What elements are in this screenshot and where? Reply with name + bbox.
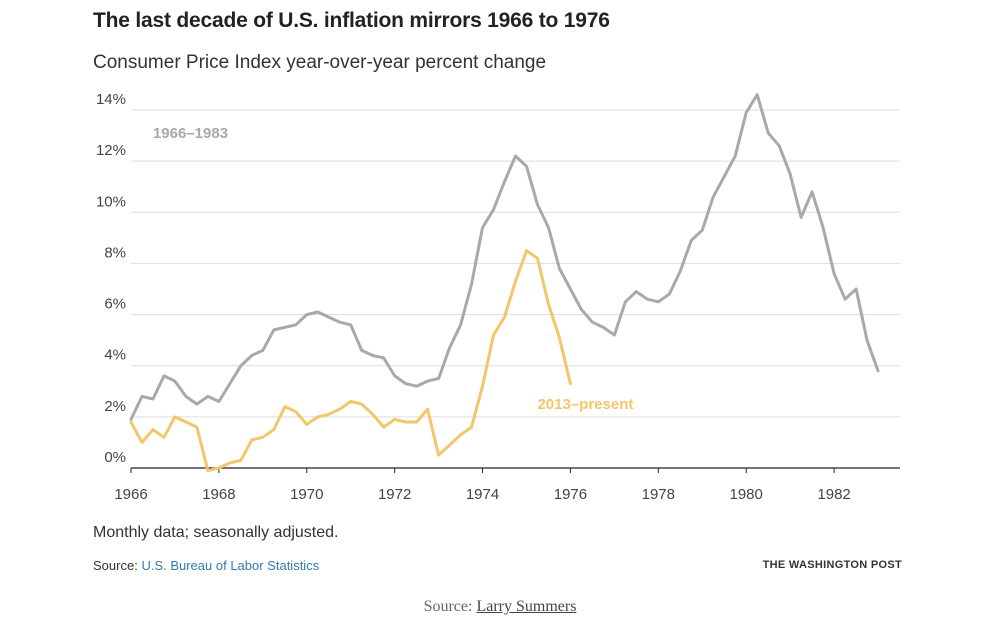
publisher-brand: THE WASHINGTON POST — [762, 559, 902, 571]
x-tick-label: 1974 — [466, 486, 499, 503]
chart-note: Monthly data; seasonally adjusted. — [93, 524, 339, 541]
chart-subtitle: Consumer Price Index year-over-year perc… — [93, 52, 547, 73]
y-tick-label: 4% — [104, 347, 126, 364]
x-tick-label: 1972 — [378, 486, 411, 503]
y-tick-label: 0% — [104, 449, 126, 466]
x-tick-label: 1976 — [554, 486, 587, 503]
source-line: Source: U.S. Bureau of Labor Statistics — [93, 558, 319, 573]
series-line-1966-1983 — [129, 93, 880, 421]
caption-prefix: Source: — [423, 598, 473, 615]
y-tick-label: 8% — [104, 244, 126, 261]
x-tick-label: 1966 — [114, 486, 147, 503]
x-tick-label: 1980 — [730, 486, 763, 503]
source-link[interactable]: U.S. Bureau of Labor Statistics — [141, 558, 320, 573]
y-tick-label: 12% — [96, 142, 126, 159]
y-tick-label: 6% — [104, 296, 126, 313]
y-tick-label: 10% — [96, 193, 126, 210]
chart-title: The last decade of U.S. inflation mirror… — [93, 9, 610, 32]
series-label-2013-present: 2013–present — [537, 396, 633, 413]
caption-link[interactable]: Larry Summers — [476, 598, 577, 615]
x-tick-label: 1978 — [642, 486, 675, 503]
image-caption: Source: Larry Summers — [0, 598, 1000, 616]
x-tick-label: 1970 — [290, 486, 323, 503]
y-tick-label: 14% — [96, 91, 126, 108]
series-line-2013-present — [129, 249, 572, 473]
chart-card: The last decade of U.S. inflation mirror… — [93, 9, 902, 573]
y-tick-label: 2% — [104, 398, 126, 415]
line-chart: 0% 2% 4% 6% 8% 10% 12% 14% 1966 1968 1970 1972 1974 1… — [96, 91, 900, 503]
series-label-1966-1983: 1966–1983 — [153, 125, 228, 142]
source-prefix: Source: — [93, 558, 138, 573]
x-tick-label: 1968 — [202, 486, 235, 503]
x-tick-label: 1982 — [817, 486, 850, 503]
